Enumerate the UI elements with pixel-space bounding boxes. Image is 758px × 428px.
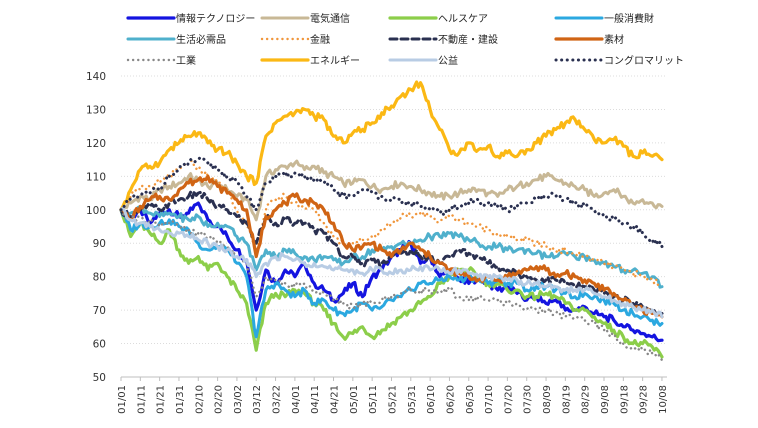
x-tick-label: 01/01 <box>117 385 128 414</box>
series-line-10: 公益 <box>119 206 664 319</box>
x-tick-label: 06/30 <box>465 385 476 414</box>
x-tick-label: 09/28 <box>639 385 650 414</box>
x-tick-label: 07/30 <box>523 385 534 414</box>
x-tick-label: 03/22 <box>272 385 283 414</box>
legend-item: 電気通信 <box>260 12 350 25</box>
legend-item: 工業 <box>126 54 196 67</box>
legend-item: 公益 <box>388 54 458 67</box>
x-axis: 01/01 01/11 01/21 01/31 02/10 02/20 03/02 03/12… <box>117 376 669 414</box>
legend-item: 素材 <box>554 33 624 46</box>
legend-item: 一般消費財 <box>554 12 654 25</box>
x-tick-label: 07/20 <box>503 385 514 414</box>
x-tick-label: 01/11 <box>136 385 147 414</box>
legend-label: 一般消費財 <box>604 12 654 25</box>
legend-label: ヘルスケア <box>438 13 488 25</box>
y-tick-label: 110 <box>86 171 106 183</box>
legend-item: 金融 <box>260 33 330 46</box>
x-tick-label: 04/11 <box>310 385 321 414</box>
legend-item: 不動産・建設 <box>388 33 498 46</box>
x-tick-label: 07/10 <box>484 385 495 414</box>
y-tick-label: 120 <box>86 138 106 150</box>
y-axis: 50 60 70 80 90 100 110 120 130 140 <box>86 71 106 384</box>
legend-label: 金融 <box>310 33 330 46</box>
x-tick-label: 01/31 <box>175 385 186 414</box>
y-tick-label: 60 <box>93 339 106 351</box>
legend-item: ヘルスケア <box>388 13 488 25</box>
series-lines: 情報テクノロジー電気通信ヘルスケア一般消費財生活必需品金融不動産・建設素材工業エ… <box>119 80 664 362</box>
series-line-9: エネルギー <box>119 80 664 212</box>
legend-label: エネルギー <box>310 55 360 67</box>
series-line-5: 金融 <box>119 159 664 287</box>
legend-item: 生活必需品 <box>126 33 226 46</box>
series-line-7: 素材 <box>119 174 664 319</box>
y-tick-label: 140 <box>86 71 106 83</box>
legend-item: エネルギー <box>260 55 360 67</box>
x-tick-label: 02/20 <box>214 385 225 414</box>
x-tick-label: 05/11 <box>368 385 379 414</box>
x-tick-label: 10/08 <box>658 385 669 414</box>
x-tick-label: 09/18 <box>619 385 630 414</box>
series-line-4: 生活必需品 <box>119 204 664 289</box>
x-tick-label: 08/19 <box>561 385 572 414</box>
legend-item: 情報テクノロジー <box>126 12 255 25</box>
series-line-1: 電気通信 <box>119 159 664 222</box>
y-tick-label: 130 <box>86 104 106 116</box>
legend-label: 素材 <box>604 33 624 46</box>
x-tick-label: 09/08 <box>600 385 611 414</box>
legend-label: 生活必需品 <box>176 33 226 46</box>
legend-label: 情報テクノロジー <box>176 12 255 25</box>
legend-label: 公益 <box>438 54 458 67</box>
y-tick-label: 80 <box>93 272 106 284</box>
x-tick-label: 03/12 <box>252 385 263 414</box>
x-tick-label: 06/20 <box>445 385 456 414</box>
series-line-2: ヘルスケア <box>119 208 664 359</box>
legend-label: 電気通信 <box>310 12 350 25</box>
series-line-8: 工業 <box>119 208 664 362</box>
y-tick-label: 90 <box>93 238 106 250</box>
x-tick-label: 05/01 <box>349 385 360 414</box>
legend-item: コングロマリット <box>554 54 684 67</box>
legend-label: コングロマリット <box>604 54 684 67</box>
x-tick-label: 08/29 <box>581 385 592 414</box>
x-tick-label: 06/10 <box>426 385 437 414</box>
y-tick-label: 70 <box>93 305 106 317</box>
x-tick-label: 04/21 <box>330 385 341 414</box>
legend-label: 工業 <box>176 54 196 67</box>
x-tick-label: 02/10 <box>194 385 205 414</box>
series-line-11: コングロマリット <box>119 155 664 249</box>
x-tick-label: 05/31 <box>407 385 418 414</box>
x-tick-label: 01/21 <box>156 385 167 414</box>
series-line-3: 一般消費財 <box>119 208 664 339</box>
x-tick-label: 04/01 <box>291 385 302 414</box>
y-tick-label: 50 <box>93 372 106 384</box>
x-tick-label: 08/09 <box>542 385 553 414</box>
y-tick-label: 100 <box>86 205 106 217</box>
legend-label: 不動産・建設 <box>438 33 498 46</box>
x-tick-label: 05/21 <box>387 385 398 414</box>
x-tick-label: 03/02 <box>233 385 244 414</box>
